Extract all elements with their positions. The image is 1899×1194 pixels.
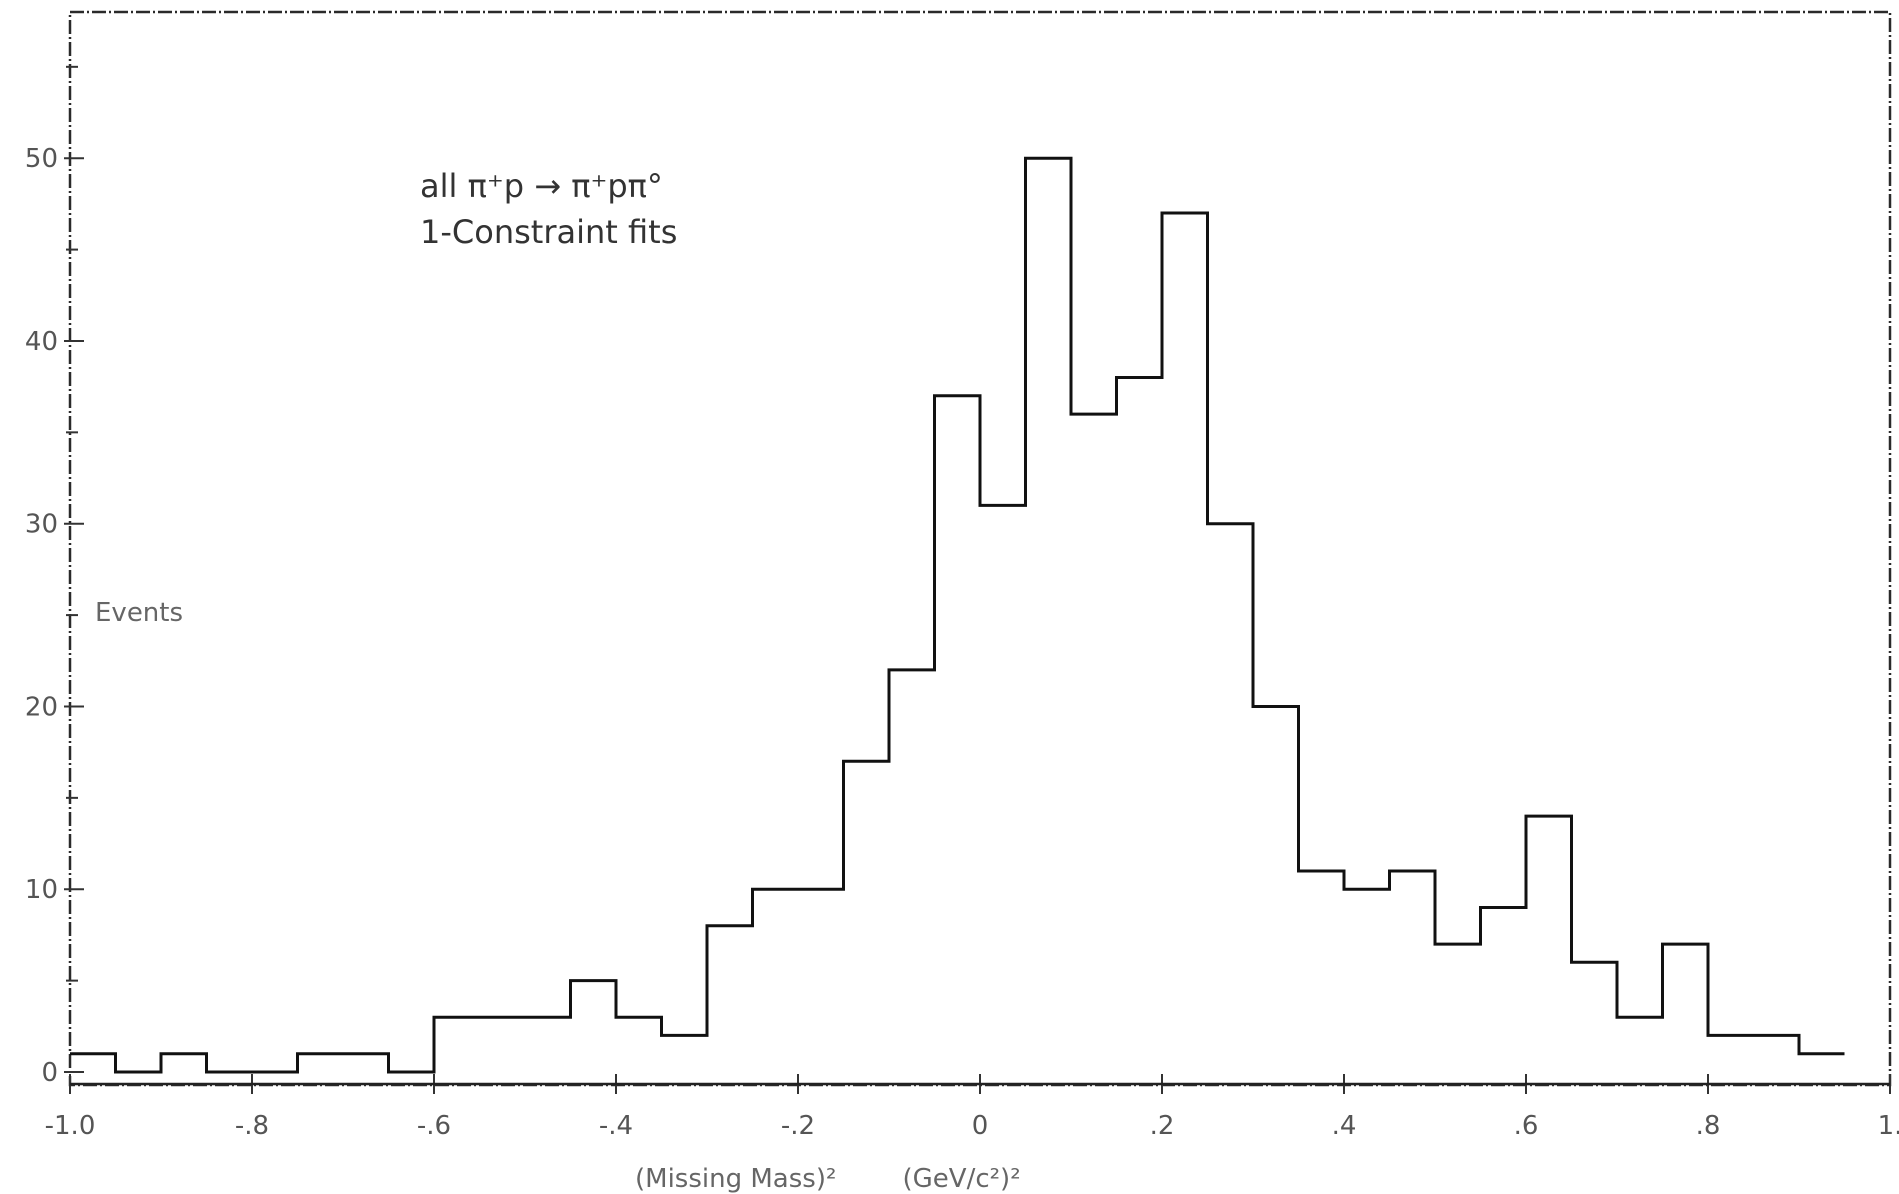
annotation-fit-type: 1-Constraint fits [420,213,677,251]
x-tick-label: 0 [972,1111,989,1141]
y-tick-label: 50 [25,144,58,174]
plot-frame [68,10,1892,1087]
x-tick-label: .6 [1514,1111,1539,1141]
x-tick-label: -.6 [417,1111,451,1141]
x-tick-label: -.8 [235,1111,269,1141]
y-tick-label: 40 [25,327,58,357]
x-tick-label: -.2 [781,1111,815,1141]
histogram-series-line [70,156,1845,1074]
y-tick-label: 20 [25,692,58,722]
x-tick-label: -1.0 [45,1111,96,1141]
x-tick-label: -.4 [599,1111,633,1141]
x-axis-label: (Missing Mass)² (GeV/c²)² [635,1164,1021,1194]
annotation-reaction: all π⁺p → π⁺pπ° [420,167,663,205]
x-tick-label: .2 [1150,1111,1175,1141]
x-tick-label: 1. [1878,1111,1899,1141]
y-tick-label: 0 [41,1058,58,1088]
x-tick-label: .8 [1696,1111,1721,1141]
x-tick-label: .4 [1332,1111,1357,1141]
y-axis-label: Events [95,598,183,628]
y-tick-label: 10 [25,875,58,905]
y-tick-label: 30 [25,510,58,540]
y-axis: 0 10 20 30 40 50 [25,65,84,1088]
